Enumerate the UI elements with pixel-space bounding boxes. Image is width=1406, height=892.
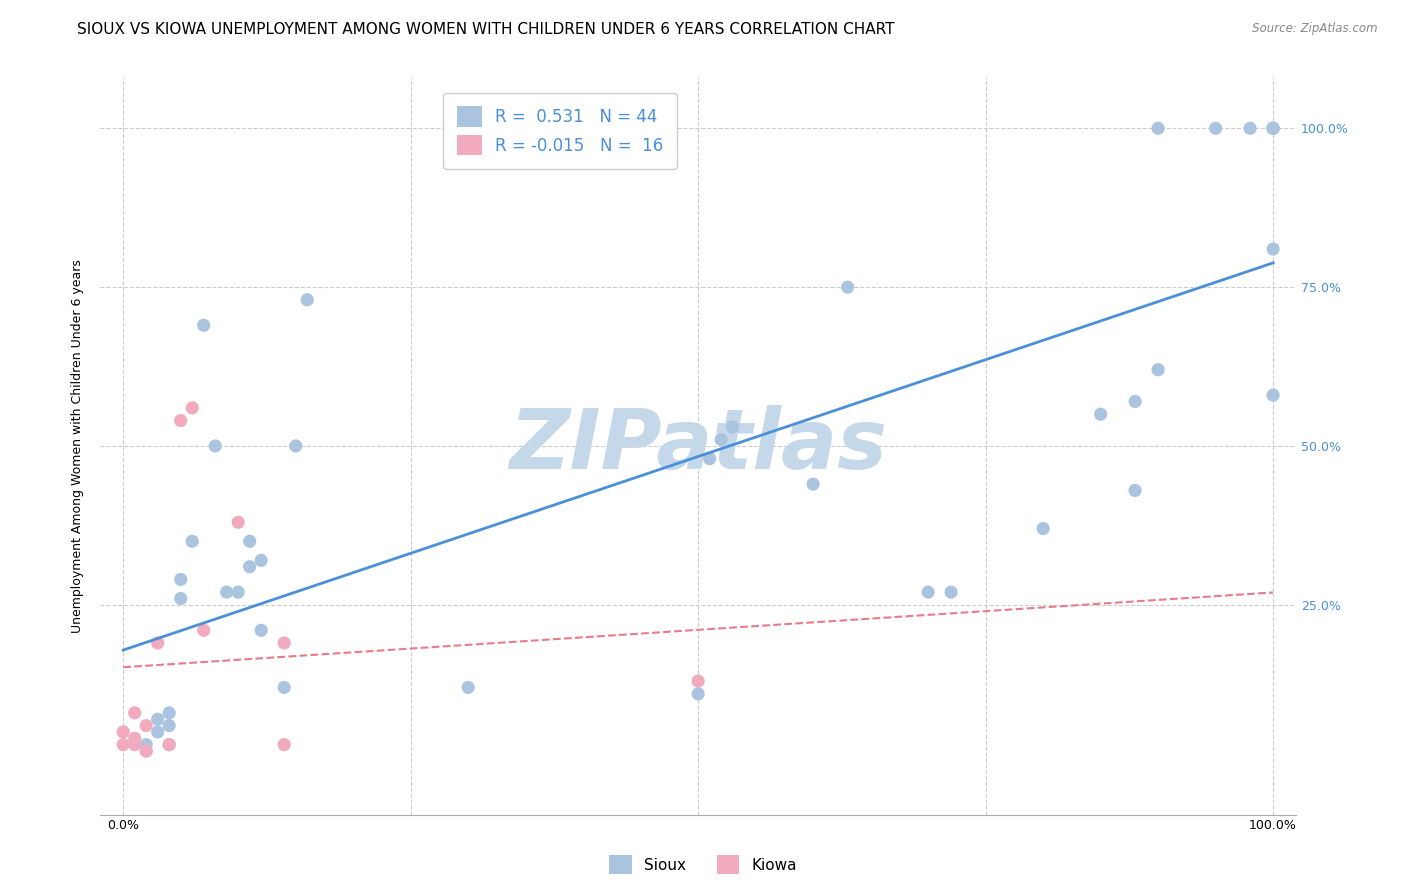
Point bbox=[1147, 121, 1170, 136]
Point bbox=[146, 636, 169, 650]
Point bbox=[124, 738, 146, 752]
Point bbox=[170, 413, 193, 427]
Point bbox=[699, 451, 721, 466]
Point bbox=[193, 318, 215, 333]
Point bbox=[917, 585, 939, 599]
Point bbox=[250, 553, 273, 567]
Y-axis label: Unemployment Among Women with Children Under 6 years: Unemployment Among Women with Children U… bbox=[72, 259, 84, 633]
Text: Source: ZipAtlas.com: Source: ZipAtlas.com bbox=[1253, 22, 1378, 36]
Point bbox=[112, 738, 135, 752]
Point bbox=[170, 573, 193, 587]
Point bbox=[1123, 394, 1146, 409]
Point bbox=[1261, 121, 1284, 136]
Point bbox=[1261, 121, 1284, 136]
Point bbox=[135, 738, 157, 752]
Point bbox=[157, 706, 180, 720]
Point bbox=[157, 738, 180, 752]
Point bbox=[295, 293, 318, 307]
Point bbox=[226, 585, 249, 599]
Point bbox=[239, 559, 262, 574]
Point bbox=[1147, 363, 1170, 377]
Point bbox=[1032, 522, 1054, 536]
Point bbox=[135, 718, 157, 732]
Point bbox=[1261, 121, 1284, 136]
Legend: R =  0.531   N = 44, R = -0.015   N =  16: R = 0.531 N = 44, R = -0.015 N = 16 bbox=[443, 93, 676, 169]
Point bbox=[146, 712, 169, 726]
Point bbox=[273, 636, 295, 650]
Point bbox=[273, 738, 295, 752]
Point bbox=[124, 731, 146, 746]
Point bbox=[157, 738, 180, 752]
Point bbox=[170, 591, 193, 606]
Point bbox=[215, 585, 238, 599]
Point bbox=[457, 681, 479, 695]
Point bbox=[135, 744, 157, 758]
Point bbox=[1261, 388, 1284, 402]
Point bbox=[157, 718, 180, 732]
Point bbox=[135, 744, 157, 758]
Point bbox=[226, 515, 249, 529]
Point bbox=[710, 433, 733, 447]
Point bbox=[181, 401, 204, 415]
Point bbox=[688, 674, 710, 689]
Point bbox=[273, 681, 295, 695]
Text: SIOUX VS KIOWA UNEMPLOYMENT AMONG WOMEN WITH CHILDREN UNDER 6 YEARS CORRELATION : SIOUX VS KIOWA UNEMPLOYMENT AMONG WOMEN … bbox=[77, 22, 894, 37]
Point bbox=[801, 477, 824, 491]
Point bbox=[181, 534, 204, 549]
Text: ZIPatlas: ZIPatlas bbox=[509, 406, 887, 486]
Point bbox=[239, 534, 262, 549]
Point bbox=[1123, 483, 1146, 498]
Point bbox=[250, 624, 273, 638]
Point bbox=[124, 706, 146, 720]
Point bbox=[112, 725, 135, 739]
Point bbox=[721, 420, 744, 434]
Point bbox=[193, 624, 215, 638]
Point bbox=[146, 725, 169, 739]
Point bbox=[688, 687, 710, 701]
Point bbox=[1261, 121, 1284, 136]
Point bbox=[1239, 121, 1261, 136]
Point bbox=[1205, 121, 1227, 136]
Point bbox=[837, 280, 859, 294]
Legend: Sioux, Kiowa: Sioux, Kiowa bbox=[603, 849, 803, 880]
Point bbox=[1090, 407, 1112, 421]
Point bbox=[939, 585, 962, 599]
Point bbox=[1261, 242, 1284, 256]
Point bbox=[284, 439, 307, 453]
Point bbox=[204, 439, 226, 453]
